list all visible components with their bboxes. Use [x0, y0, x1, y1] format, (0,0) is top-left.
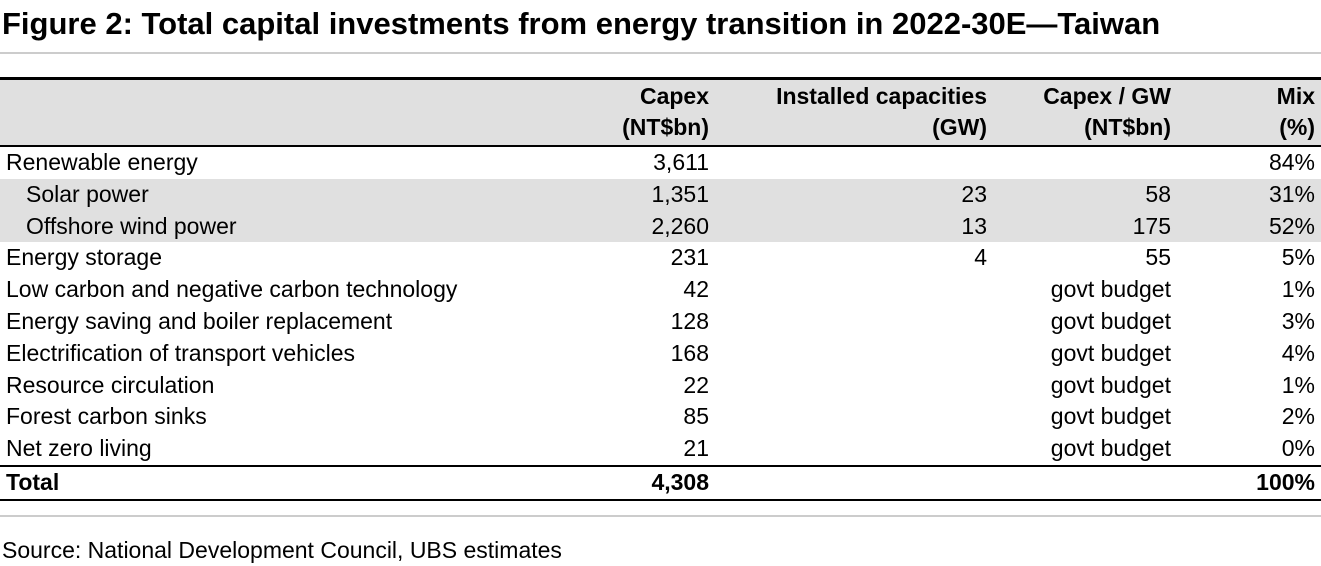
table-header-row: Capex (NT$bn) Installed capacities (GW) Ca… [0, 77, 1321, 147]
row-label: Forest carbon sinks [6, 403, 207, 430]
mix-cell: 3% [1281, 307, 1315, 334]
table-row: Net zero living 21 govt budget 0% [0, 433, 1321, 466]
table-row: Low carbon and negative carbon technolog… [0, 274, 1321, 306]
capacity-cell: 23 [715, 178, 993, 211]
row-label: Resource circulation [6, 371, 215, 398]
table-row: Renewable energy 3,611 84% [0, 146, 1321, 179]
capex-cell: 85 [683, 403, 709, 430]
mix-cell: 1% [1281, 371, 1315, 398]
capex-per-gw-cell: 55 [1145, 244, 1171, 271]
capex-cell: 22 [683, 371, 709, 398]
total-capex-per-gw [993, 464, 1177, 501]
mix-cell: 2% [1281, 403, 1315, 430]
capacity-cell [715, 338, 993, 370]
table-row: Solar power 1,351 23 58 31% [0, 178, 1321, 211]
row-label: Energy storage [6, 244, 162, 271]
capex-cell: 2,260 [545, 210, 715, 243]
capex-per-gw-cell [993, 146, 1177, 179]
capex-per-gw-cell: govt budget [1050, 276, 1171, 303]
total-capacity [715, 464, 993, 501]
row-label: Net zero living [6, 435, 152, 462]
capex-cell: 231 [670, 244, 709, 271]
capex-table: Capex (NT$bn) Installed capacities (GW) Ca… [0, 77, 1321, 501]
capex-cell: 21 [683, 435, 709, 462]
header-capex-per-gw: Capex / GW (NT$bn) [993, 77, 1177, 147]
capacity-cell [715, 306, 993, 338]
header-mix: Mix (%) [1177, 77, 1321, 147]
mix-cell: 0% [1281, 435, 1315, 462]
mix-cell: 84% [1268, 149, 1315, 175]
mix-cell: 31% [1177, 178, 1321, 211]
capex-per-gw-cell: govt budget [1050, 307, 1171, 334]
capacity-cell [715, 401, 993, 433]
capex-cell: 128 [670, 307, 709, 334]
capex-per-gw-cell: govt budget [1050, 339, 1171, 366]
mix-cell: 52% [1177, 210, 1321, 243]
row-label: Renewable energy [6, 149, 198, 175]
source-divider [0, 515, 1321, 517]
capex-per-gw-cell: 58 [993, 178, 1177, 211]
total-mix: 100% [1177, 464, 1321, 501]
table-row: Energy saving and boiler replacement 128… [0, 306, 1321, 338]
table-row: Resource circulation 22 govt budget 1% [0, 370, 1321, 402]
capacity-cell: 13 [715, 210, 993, 243]
table-row: Electrification of transport vehicles 16… [0, 338, 1321, 370]
capex-cell: 42 [683, 276, 709, 303]
capex-per-gw-cell: govt budget [1050, 403, 1171, 430]
header-capex: Capex (NT$bn) [545, 77, 715, 147]
capacity-cell [715, 146, 993, 179]
capacity-cell [715, 370, 993, 402]
capex-cell: 168 [670, 339, 709, 366]
table-row: Forest carbon sinks 85 govt budget 2% [0, 401, 1321, 433]
title-divider [0, 52, 1321, 54]
capex-per-gw-cell: govt budget [1050, 435, 1171, 462]
source-note: Source: National Development Council, UB… [2, 537, 562, 563]
total-label: Total [0, 464, 545, 501]
mix-cell: 4% [1281, 339, 1315, 366]
table-row: Offshore wind power 2,260 13 175 52% [0, 210, 1321, 243]
total-capex: 4,308 [545, 464, 715, 501]
capex-cell: 3,611 [653, 149, 709, 175]
capex-per-gw-cell: 175 [993, 210, 1177, 243]
row-label: Low carbon and negative carbon technolog… [6, 276, 458, 303]
row-label: Solar power [0, 178, 545, 211]
header-label-column [0, 77, 545, 147]
capacity-cell: 4 [974, 244, 987, 271]
row-label: Electrification of transport vehicles [6, 339, 355, 366]
capacity-cell [715, 274, 993, 306]
capex-per-gw-cell: govt budget [1050, 371, 1171, 398]
table-row: Energy storage 231 4 55 5% [0, 242, 1321, 274]
row-label: Offshore wind power [0, 210, 545, 243]
total-row: Total 4,308 100% [0, 464, 1321, 501]
mix-cell: 1% [1281, 276, 1315, 303]
header-installed-capacities: Installed capacities (GW) [715, 77, 993, 147]
capacity-cell [715, 433, 993, 466]
mix-cell: 5% [1281, 244, 1315, 271]
row-label: Energy saving and boiler replacement [6, 307, 393, 334]
figure-title: Figure 2: Total capital investments from… [2, 6, 1161, 41]
capex-cell: 1,351 [545, 178, 715, 211]
